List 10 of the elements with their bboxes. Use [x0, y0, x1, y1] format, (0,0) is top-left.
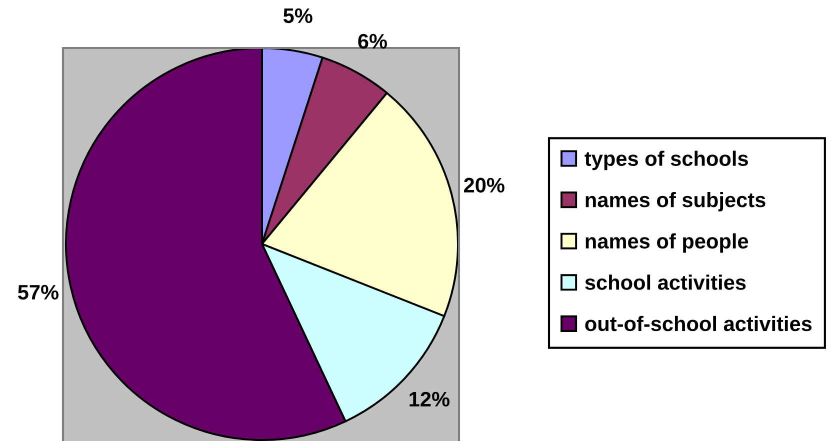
data-label: 12% — [410, 392, 450, 407]
legend-label: names of people — [586, 233, 748, 253]
legend-label: school activities — [585, 274, 746, 290]
data-label: 20% — [464, 178, 504, 193]
data-label: 6% — [358, 34, 387, 49]
legend-label: types of schools — [584, 150, 748, 170]
legend-label: names of subjects — [586, 192, 766, 212]
legend-label: out-of-school activities — [585, 316, 812, 332]
data-label: 57% — [18, 284, 59, 300]
data-label: 5% — [283, 8, 312, 24]
